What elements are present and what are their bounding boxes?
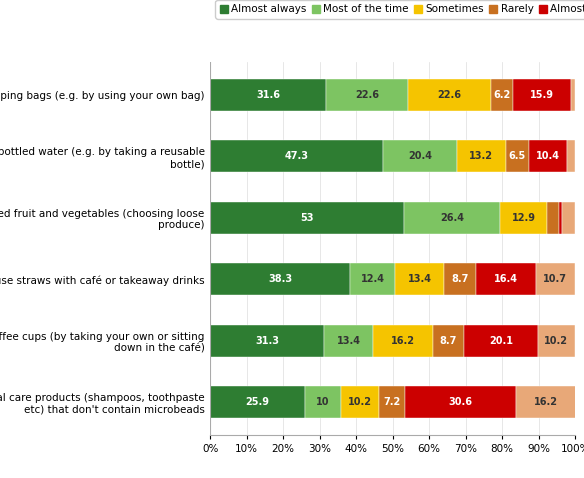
Text: 30.6: 30.6 — [449, 397, 472, 407]
Bar — [513, 79, 571, 111]
Text: 10.4: 10.4 — [536, 152, 560, 162]
Bar — [408, 79, 491, 111]
Text: 13.4: 13.4 — [337, 336, 361, 346]
Bar — [325, 325, 373, 357]
Text: 10.7: 10.7 — [543, 274, 567, 284]
Text: 25.9: 25.9 — [245, 397, 269, 407]
Bar — [210, 325, 325, 357]
Text: 53: 53 — [300, 213, 314, 223]
Bar — [457, 141, 506, 173]
Bar — [536, 263, 575, 295]
Bar — [516, 386, 576, 418]
Text: 12.4: 12.4 — [361, 274, 385, 284]
Text: 10: 10 — [317, 397, 330, 407]
Bar — [476, 263, 536, 295]
Bar — [305, 386, 341, 418]
Bar — [559, 202, 562, 234]
Text: 10.2: 10.2 — [348, 397, 372, 407]
Text: 20.1: 20.1 — [489, 336, 513, 346]
Bar — [378, 386, 405, 418]
Text: 22.6: 22.6 — [437, 90, 461, 100]
Text: 20.4: 20.4 — [408, 152, 432, 162]
Bar — [405, 386, 516, 418]
Bar — [444, 263, 476, 295]
Text: 8.7: 8.7 — [440, 336, 457, 346]
Text: 6.2: 6.2 — [493, 90, 510, 100]
Bar — [404, 202, 500, 234]
Bar — [538, 325, 575, 357]
Bar — [464, 325, 538, 357]
Bar — [210, 202, 404, 234]
Text: 38.3: 38.3 — [268, 274, 292, 284]
Bar — [491, 79, 513, 111]
Text: 16.2: 16.2 — [534, 397, 558, 407]
Text: 12.9: 12.9 — [512, 213, 536, 223]
Bar — [562, 202, 575, 234]
Bar — [210, 263, 350, 295]
Text: 22.6: 22.6 — [355, 90, 379, 100]
Bar — [529, 141, 567, 173]
Text: 47.3: 47.3 — [284, 152, 308, 162]
Bar — [326, 79, 408, 111]
Bar — [567, 141, 575, 173]
Bar — [506, 141, 529, 173]
Text: 10.2: 10.2 — [544, 336, 568, 346]
Bar — [395, 263, 444, 295]
Text: 26.4: 26.4 — [440, 213, 464, 223]
Bar — [500, 202, 547, 234]
Bar — [341, 386, 378, 418]
Bar — [210, 141, 383, 173]
Bar — [210, 79, 326, 111]
Text: 13.4: 13.4 — [408, 274, 432, 284]
Text: 31.3: 31.3 — [255, 336, 279, 346]
Bar — [373, 325, 433, 357]
Legend: Almost always, Most of the time, Sometimes, Rarely, Almost never, Not applicable: Almost always, Most of the time, Sometim… — [215, 0, 584, 19]
Text: 8.7: 8.7 — [451, 274, 469, 284]
Text: 13.2: 13.2 — [470, 152, 493, 162]
Text: 16.2: 16.2 — [391, 336, 415, 346]
Text: 15.9: 15.9 — [530, 90, 554, 100]
Bar — [383, 141, 457, 173]
Bar — [350, 263, 395, 295]
Text: 7.2: 7.2 — [383, 397, 400, 407]
Bar — [433, 325, 464, 357]
Text: 16.4: 16.4 — [494, 274, 518, 284]
Text: 31.6: 31.6 — [256, 90, 280, 100]
Bar — [210, 386, 305, 418]
Bar — [571, 79, 575, 111]
Bar — [547, 202, 559, 234]
Text: 6.5: 6.5 — [509, 152, 526, 162]
